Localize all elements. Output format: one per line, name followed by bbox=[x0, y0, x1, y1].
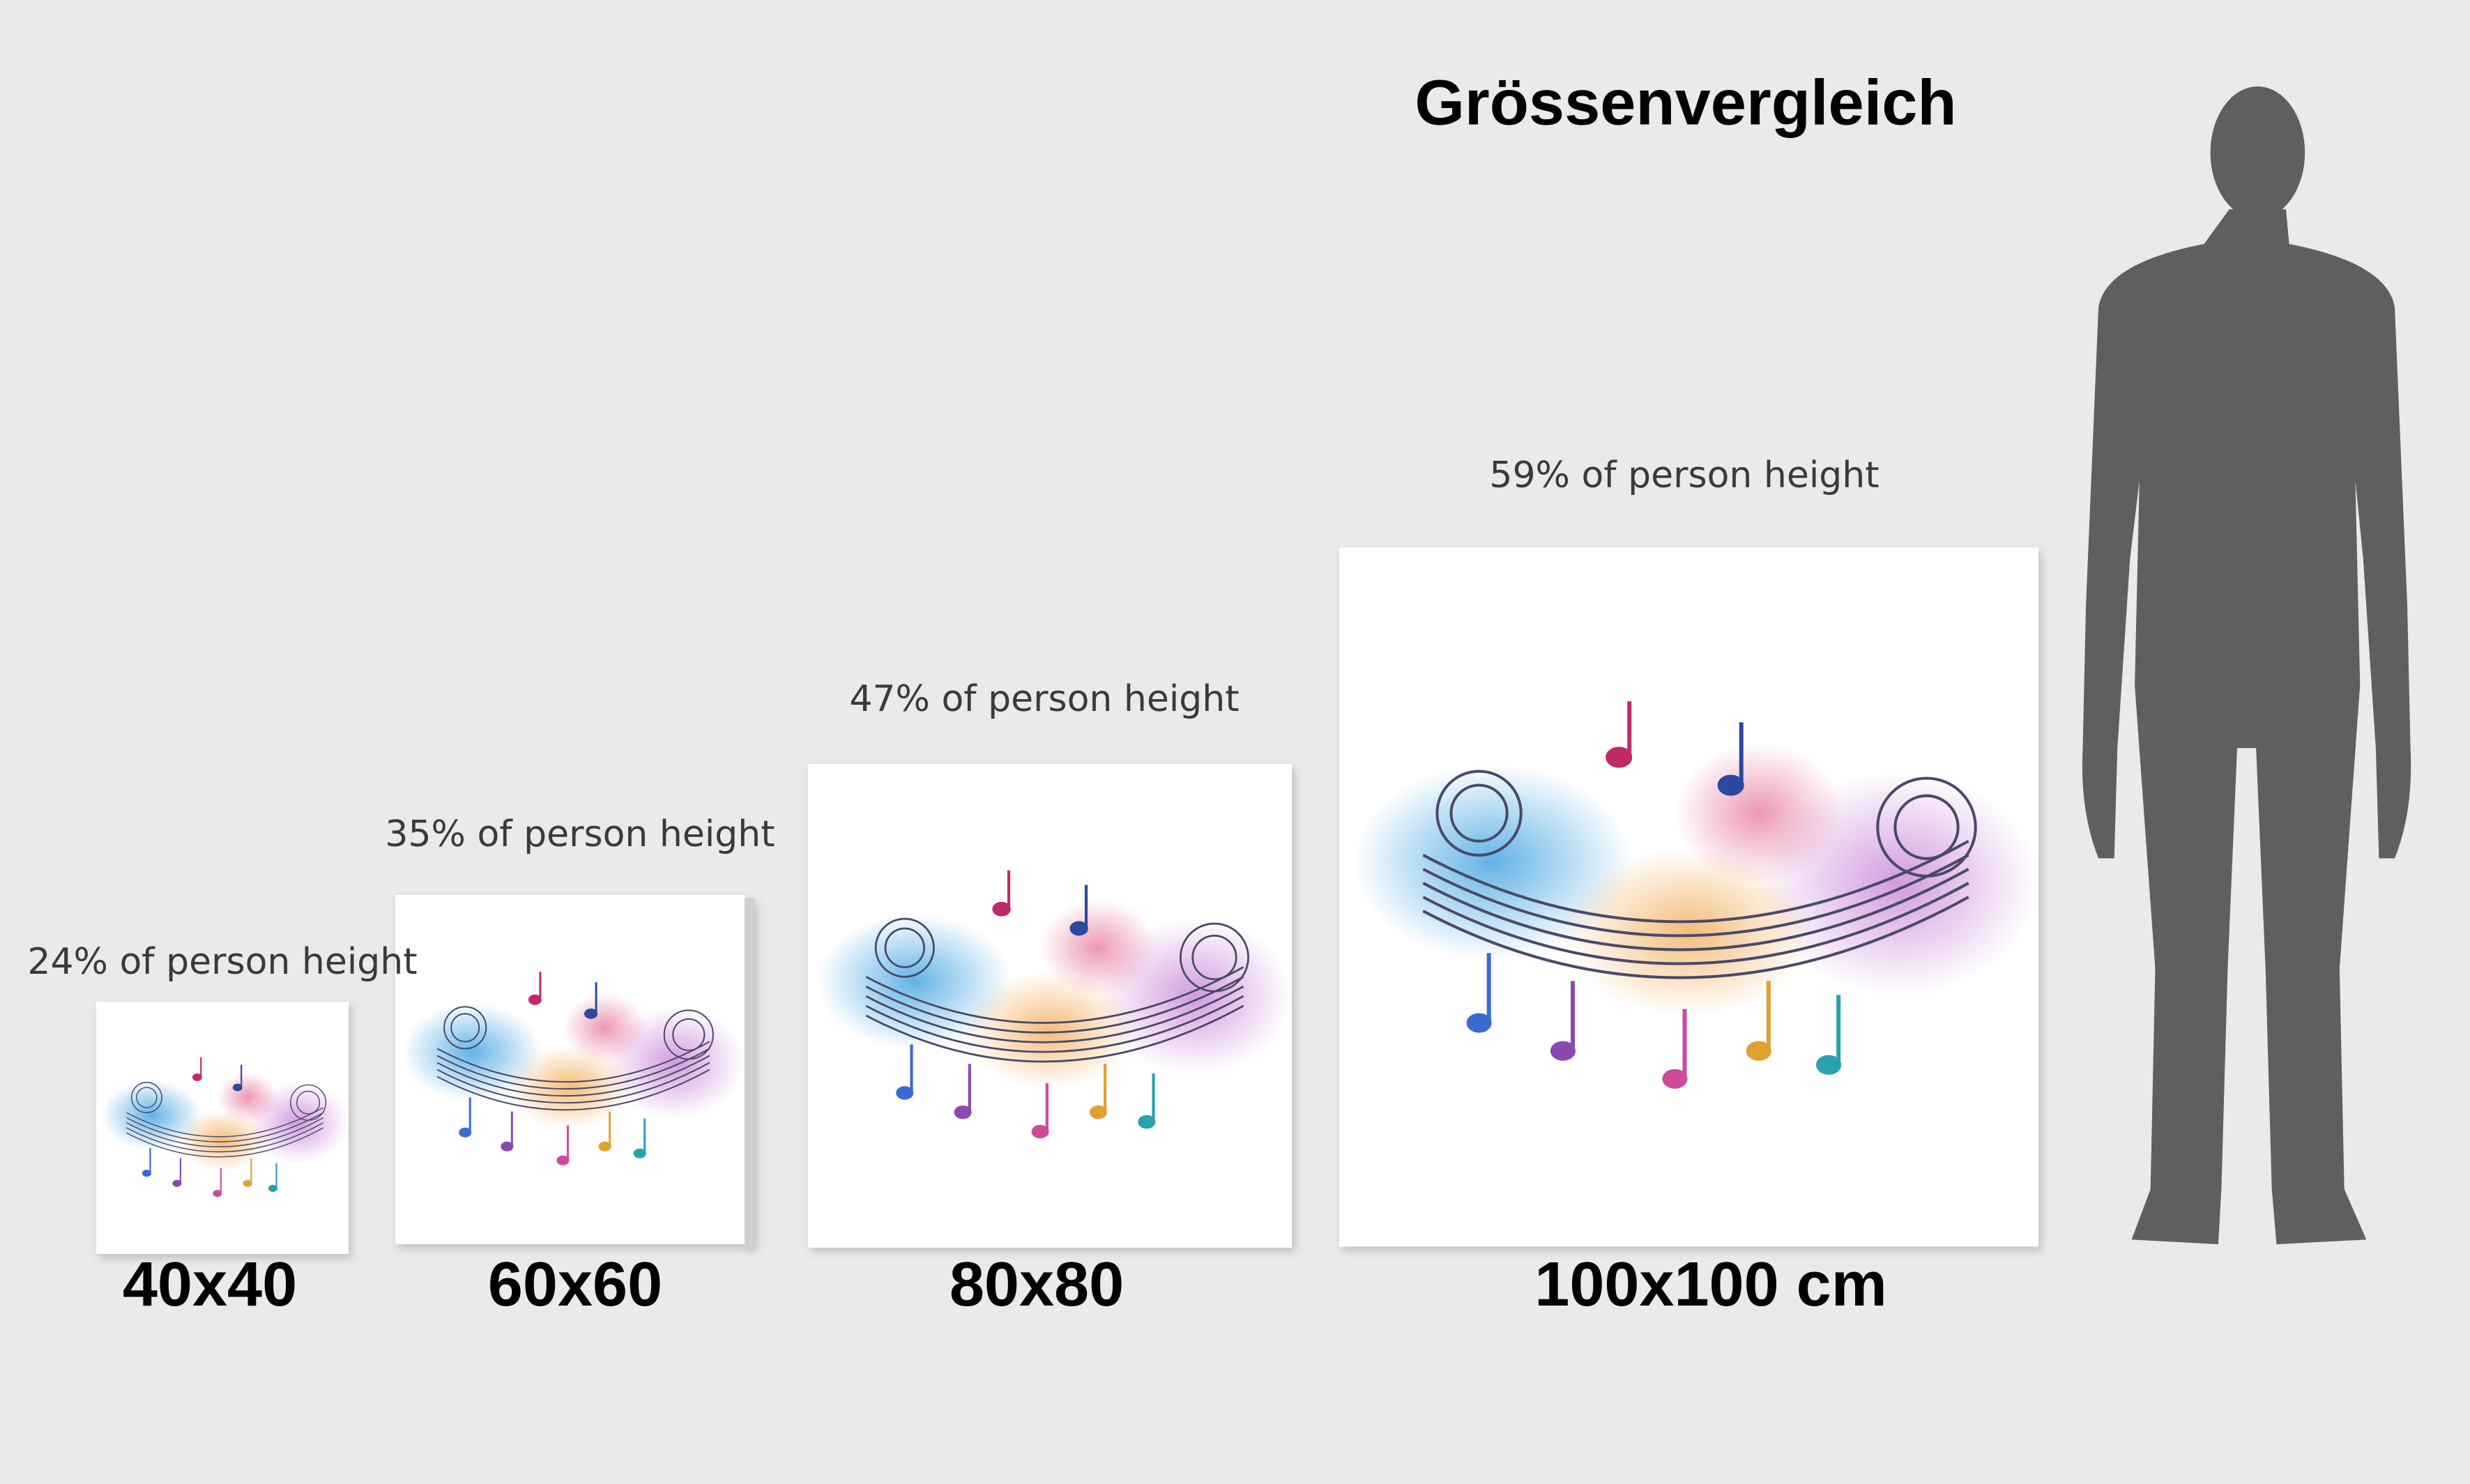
canvas-60 bbox=[394, 895, 754, 1247]
canvas-40 bbox=[96, 1002, 349, 1254]
title: Grössenvergleich bbox=[1415, 67, 1956, 138]
person-silhouette bbox=[2082, 86, 2411, 1245]
caption: 47% of person height bbox=[849, 678, 1239, 720]
size-label: 100x100 cm bbox=[1534, 1250, 1886, 1319]
canvas-100 bbox=[1339, 548, 2038, 1247]
size-label: 80x80 bbox=[950, 1250, 1124, 1319]
canvas-80 bbox=[808, 764, 1292, 1248]
caption: 35% of person height bbox=[385, 813, 775, 855]
caption: 59% of person height bbox=[1489, 454, 1879, 496]
size-label: 60x60 bbox=[488, 1250, 662, 1319]
size-label: 40x40 bbox=[123, 1250, 297, 1319]
caption: 24% of person height bbox=[27, 941, 417, 983]
